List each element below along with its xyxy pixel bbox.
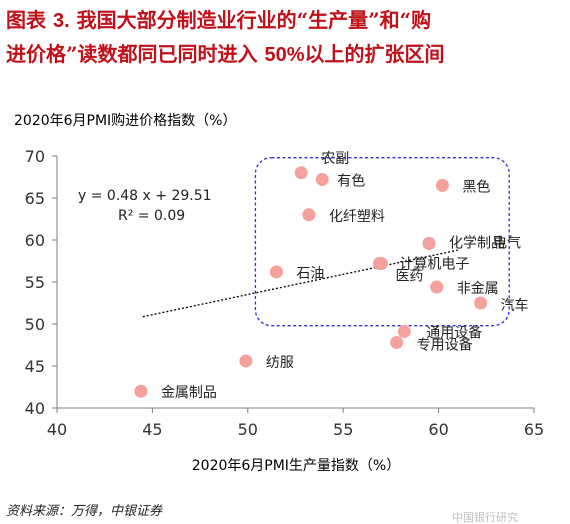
- x-tick-label: 50: [238, 420, 258, 439]
- y-tick-label: 40: [25, 399, 45, 418]
- y-tick-label: 50: [25, 315, 45, 334]
- data-point: [474, 296, 488, 310]
- point-label: 通用设备: [426, 325, 482, 342]
- data-point: [315, 173, 329, 187]
- data-point: [134, 384, 148, 398]
- y-axis-title: 2020年6月PMI购进价格指数（%）: [14, 113, 237, 129]
- point-label: 专用设备: [417, 336, 473, 353]
- y-tick-label: 70: [25, 147, 45, 166]
- point-label: 纺服: [266, 355, 294, 371]
- data-point: [430, 280, 444, 294]
- figure-label: 图表: [6, 8, 46, 32]
- data-point: [374, 257, 388, 271]
- point-label: 非金属: [457, 281, 499, 297]
- point-label: 化学制品: [449, 235, 505, 251]
- point-label: 黑色: [462, 178, 490, 195]
- trendline-equation: y = 0.48 x + 29.51: [78, 188, 212, 204]
- highlight-region-box: [254, 157, 510, 327]
- figure-number: 3.: [52, 10, 70, 32]
- point-label: 农副: [321, 151, 349, 167]
- data-point: [390, 335, 404, 349]
- data-point: [239, 354, 253, 368]
- watermark: 中国银行研究: [452, 511, 518, 524]
- point-label: 化纤塑料: [329, 209, 385, 225]
- data-point: [397, 325, 411, 339]
- y-tick-label: 55: [25, 273, 45, 292]
- trendline: [142, 249, 458, 318]
- data-point: [435, 178, 449, 192]
- x-axis-title: 2020年6月PMI生产量指数（%）: [192, 458, 401, 474]
- trendline-r2: R² = 0.09: [118, 208, 185, 224]
- data-point: [294, 166, 308, 180]
- point-label: 医药: [395, 269, 423, 285]
- figure-title-line1: 我国大部分制造业行业的“生产量”和“购: [76, 8, 432, 32]
- data-point: [422, 236, 436, 250]
- y-tick-label: 60: [25, 231, 45, 250]
- x-tick-label: 55: [333, 420, 353, 439]
- y-tick-label: 65: [25, 189, 45, 208]
- x-tick-label: 60: [428, 420, 448, 439]
- point-label: 金属制品: [161, 385, 217, 401]
- point-label: 电气: [493, 235, 521, 251]
- data-point: [302, 208, 316, 222]
- figure-title: 图表 3. 我国大部分制造业行业的“生产量”和“购进价格”读数都同已同时进入 5…: [6, 4, 562, 72]
- figure-title-line2b: 以上的扩张区间: [304, 42, 445, 66]
- point-label: 有色: [337, 173, 365, 190]
- x-tick-label: 40: [47, 420, 67, 439]
- y-tick-label: 45: [25, 357, 45, 376]
- data-point: [269, 265, 283, 279]
- x-tick-label: 65: [524, 420, 544, 439]
- source-note: 资料来源：万得，中银证券: [6, 504, 163, 519]
- x-tick-label: 45: [142, 420, 162, 439]
- point-label: 计算机电子: [399, 257, 469, 273]
- figure-title-line2a: 进价格”读数都同已同时进入: [6, 42, 258, 66]
- point-label: 汽车: [501, 297, 529, 314]
- figure-title-percent: 50%: [264, 44, 305, 66]
- point-label: 石油: [296, 266, 324, 282]
